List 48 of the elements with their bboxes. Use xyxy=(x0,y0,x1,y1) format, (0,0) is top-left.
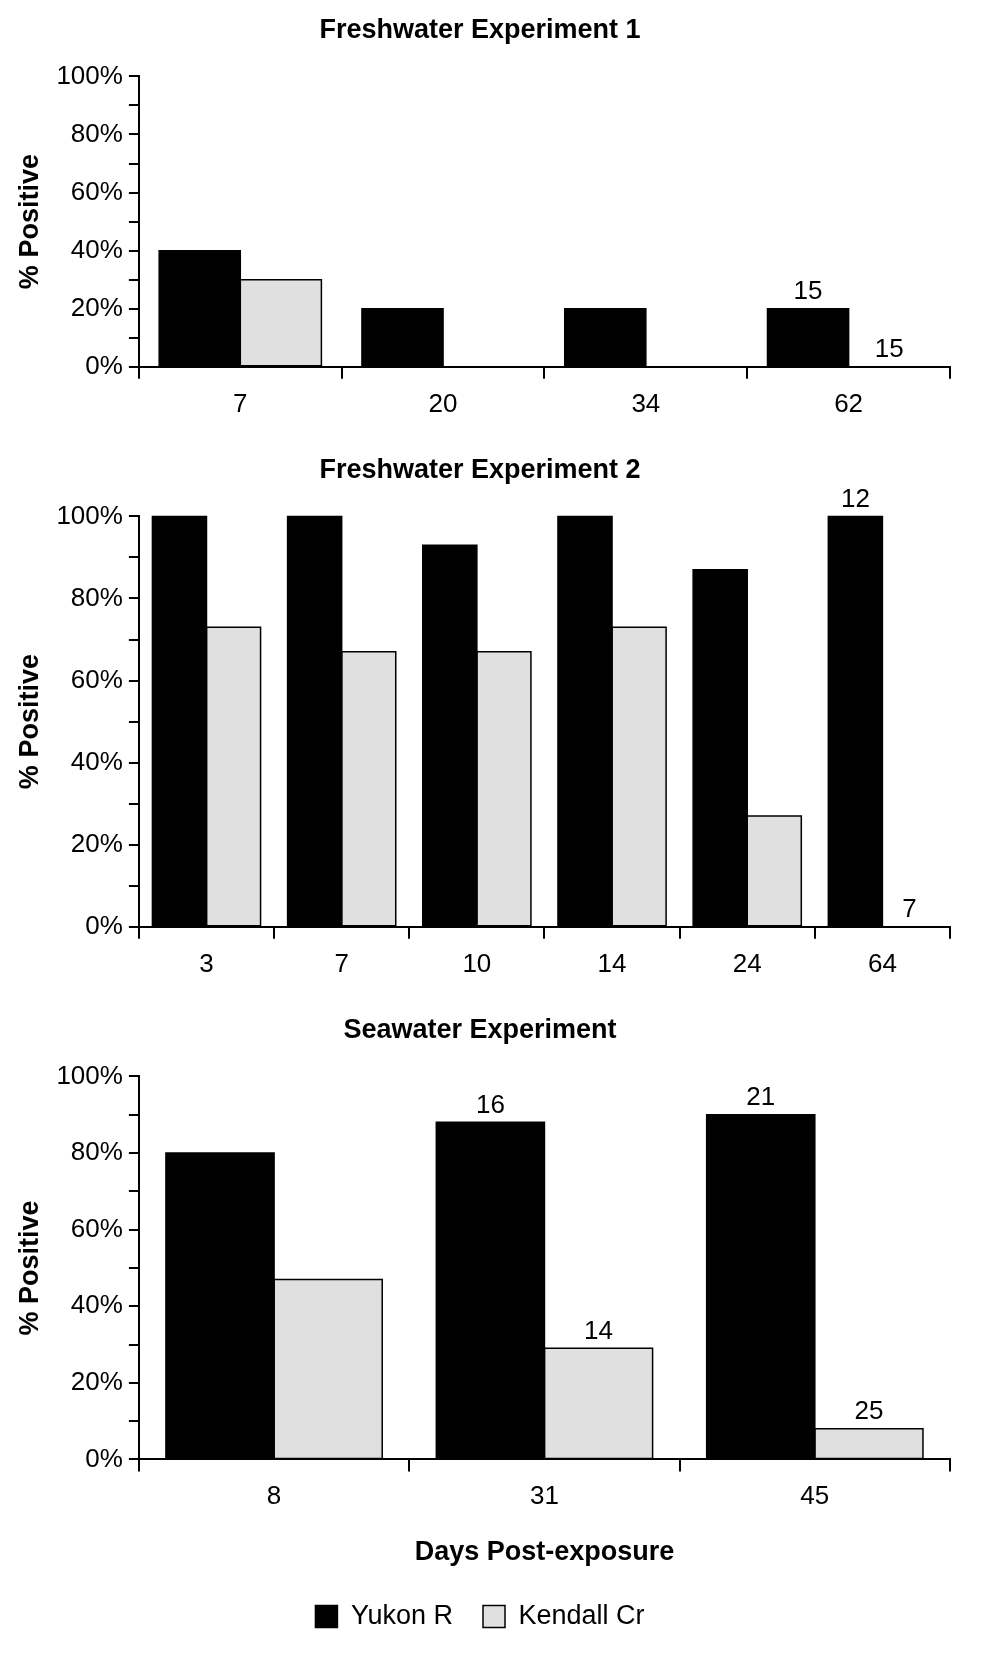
x-tick-label: 62 xyxy=(834,387,864,418)
y-tick-label: 100% xyxy=(56,1059,123,1090)
y-axis-title: % Positive xyxy=(13,1200,44,1336)
x-tick-label: 34 xyxy=(631,387,661,418)
annotation: 15 xyxy=(793,274,823,305)
x-tick-label: 7 xyxy=(334,947,349,978)
x-tick-label: 10 xyxy=(462,947,492,978)
x-tick-label: 8 xyxy=(266,1480,282,1511)
annotation: 12 xyxy=(840,482,870,513)
y-tick-label: 60% xyxy=(70,663,123,694)
y-tick-label: 100% xyxy=(56,59,123,90)
annotation: 25 xyxy=(854,1394,884,1425)
y-axis-title: % Positive xyxy=(13,154,44,290)
y-tick-label: 20% xyxy=(70,827,123,858)
chart-title: Seawater Experiment xyxy=(343,1013,617,1044)
x-tick-label: 7 xyxy=(233,387,248,418)
annotation: 14 xyxy=(584,1314,613,1345)
y-tick-label: 80% xyxy=(70,117,123,148)
y-tick-label: 80% xyxy=(70,581,123,612)
y-tick-label: 40% xyxy=(70,745,123,776)
y-tick-label: 20% xyxy=(70,1365,123,1396)
x-tick-label: 64 xyxy=(867,947,897,978)
chart-title: Freshwater Experiment 1 xyxy=(319,13,641,44)
y-tick-label: 40% xyxy=(70,233,123,264)
x-tick-label: 3 xyxy=(199,947,214,978)
x-tick-label: 45 xyxy=(800,1480,830,1511)
y-tick-label: 60% xyxy=(70,175,123,206)
annotation: 7 xyxy=(902,892,917,923)
y-tick-label: 40% xyxy=(70,1289,123,1320)
legend-label: Kendall Cr xyxy=(518,1599,645,1630)
x-axis-title: Days Post-exposure xyxy=(414,1536,675,1567)
annotation: 16 xyxy=(475,1088,505,1119)
x-tick-label: 20 xyxy=(428,387,458,418)
annotation: 15 xyxy=(874,332,904,363)
x-tick-label: 31 xyxy=(529,1480,559,1511)
y-tick-label: 100% xyxy=(56,499,123,530)
annotation: 21 xyxy=(746,1080,776,1111)
y-tick-label: 80% xyxy=(70,1136,123,1167)
legend-label: Yukon R xyxy=(350,1599,454,1630)
y-tick-label: 0% xyxy=(85,909,123,940)
y-tick-label: 0% xyxy=(85,349,123,380)
y-tick-label: 20% xyxy=(70,291,123,322)
y-tick-label: 0% xyxy=(85,1442,123,1473)
chart-title: Freshwater Experiment 2 xyxy=(319,453,641,484)
x-tick-label: 24 xyxy=(732,947,762,978)
y-tick-label: 60% xyxy=(70,1212,123,1243)
x-tick-label: 14 xyxy=(597,947,627,978)
y-axis-title: % Positive xyxy=(13,654,44,790)
